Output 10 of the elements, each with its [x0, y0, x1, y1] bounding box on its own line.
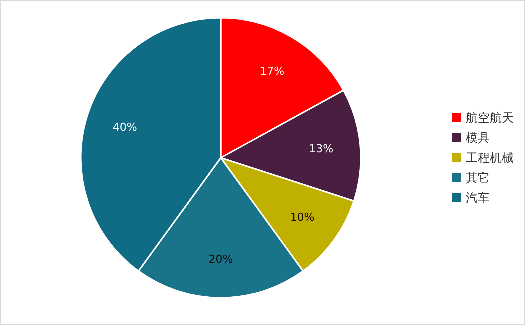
data-label: 17%	[260, 65, 285, 78]
data-label: 20%	[208, 252, 234, 266]
legend-label: 工程机械	[466, 151, 514, 165]
legend-label: 航空航天	[466, 111, 514, 125]
data-label: 13%	[309, 142, 334, 156]
legend-label: 模具	[466, 131, 490, 145]
data-label: 10%	[290, 211, 315, 224]
data-label: 40%	[112, 120, 138, 134]
legend-label: 其它	[466, 171, 490, 185]
legend-label: 汽车	[466, 191, 490, 205]
